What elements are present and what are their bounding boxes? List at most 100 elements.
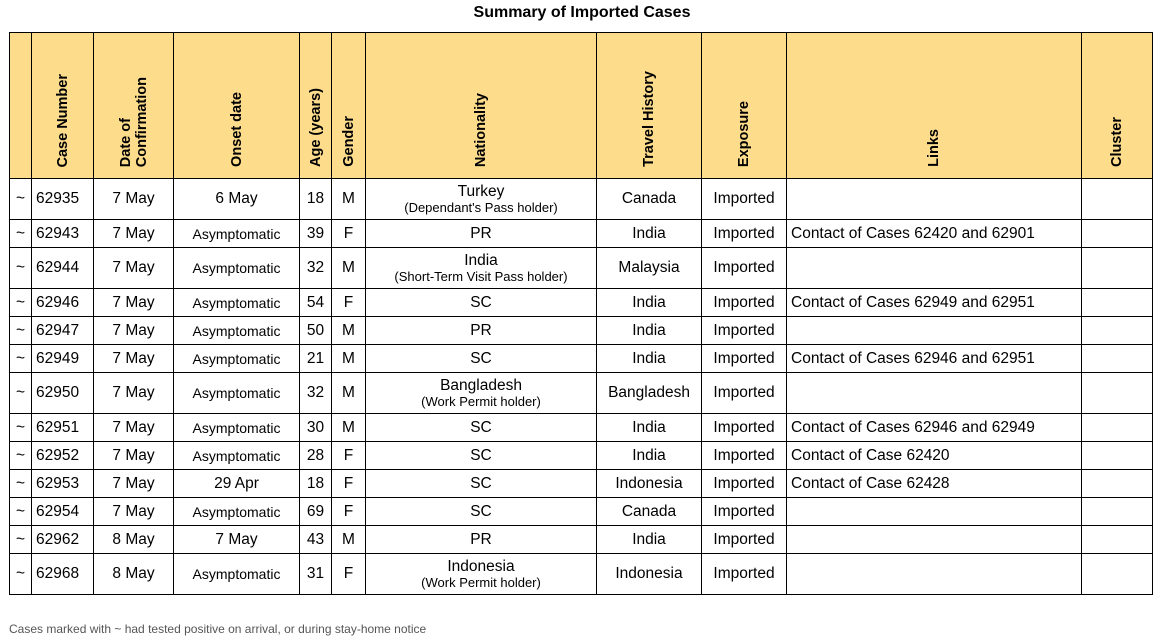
cluster-cell — [1081, 247, 1153, 289]
pass-type-text: (Work Permit holder) — [421, 393, 541, 409]
travel-history-cell: Malaysia — [596, 247, 702, 289]
nationality-cell: Bangladesh (Work Permit holder) — [365, 372, 597, 414]
marker-cell: ~ — [9, 288, 32, 317]
travel-history-cell: India — [596, 316, 702, 345]
exposure-cell: Imported — [701, 441, 787, 470]
gender-cell: M — [331, 525, 366, 554]
travel-history-cell: India — [596, 288, 702, 317]
exposure-cell: Imported — [701, 372, 787, 414]
cluster-cell — [1081, 413, 1153, 442]
cluster-cell — [1081, 344, 1153, 373]
page-title: Summary of Imported Cases — [473, 4, 691, 21]
travel-history-cell: India — [596, 525, 702, 554]
header-travel-history: Travel History — [596, 32, 702, 179]
case-number-cell: 62962 — [31, 525, 94, 554]
header-nationality: Nationality — [365, 32, 597, 179]
exposure-cell: Imported — [701, 178, 787, 220]
links-cell: Contact of Case 62428 — [786, 469, 1082, 498]
imported-cases-table: Case Number Date of Confirmation Onset d… — [9, 32, 1153, 595]
nationality-cell: SC — [365, 344, 597, 373]
confirmation-date-cell: 7 May — [93, 178, 174, 220]
table-row: ~62953 7 May 29 Apr 18 F SC Indonesia Imported C… — [9, 469, 1153, 498]
links-cell: Contact of Cases 62946 and 62949 — [786, 413, 1082, 442]
marker-cell: ~ — [9, 497, 32, 526]
table-row: ~62954 7 May Asymptomatic 69 F SC Canada Import… — [9, 497, 1153, 526]
pass-type-text: (Short-Term Visit Pass holder) — [394, 268, 568, 284]
links-cell — [786, 316, 1082, 345]
confirmation-date-cell: 7 May — [93, 497, 174, 526]
cluster-cell — [1081, 288, 1153, 317]
links-cell: Contact of Cases 62420 and 62901 — [786, 219, 1082, 248]
age-cell: 43 — [299, 525, 332, 554]
marker-cell: ~ — [9, 372, 32, 414]
travel-history-cell: Bangladesh — [596, 372, 702, 414]
exposure-cell: Imported — [701, 553, 787, 595]
case-number-cell: 62949 — [31, 344, 94, 373]
exposure-cell: Imported — [701, 316, 787, 345]
header-links: Links — [786, 32, 1082, 179]
gender-cell: F — [331, 441, 366, 470]
onset-date-cell: Asymptomatic — [173, 288, 300, 317]
header-exposure: Exposure — [701, 32, 787, 179]
confirmation-date-cell: 7 May — [93, 469, 174, 498]
confirmation-date-cell: 7 May — [93, 219, 174, 248]
age-cell: 32 — [299, 247, 332, 289]
onset-date-cell: Asymptomatic — [173, 553, 300, 595]
table-header-row: Case Number Date of Confirmation Onset d… — [9, 32, 1153, 179]
travel-history-cell: India — [596, 219, 702, 248]
table-row: ~62935 7 May 6 May 18 M Turkey (Dependant's Pa… — [9, 178, 1153, 220]
age-cell: 50 — [299, 316, 332, 345]
marker-cell: ~ — [9, 441, 32, 470]
age-cell: 31 — [299, 553, 332, 595]
case-number-cell: 62951 — [31, 413, 94, 442]
nationality-cell: SC — [365, 441, 597, 470]
table-row: ~62962 8 May 7 May 43 M PR India Imported — [9, 525, 1153, 554]
nationality-text: SC — [470, 293, 492, 311]
nationality-cell: SC — [365, 497, 597, 526]
cluster-cell — [1081, 178, 1153, 220]
gender-cell: F — [331, 497, 366, 526]
table-row: ~62950 7 May Asymptomatic 32 M Bangladesh (Wor… — [9, 372, 1153, 414]
exposure-cell: Imported — [701, 247, 787, 289]
nationality-text: India — [464, 251, 498, 269]
travel-history-cell: Canada — [596, 178, 702, 220]
travel-history-cell: Indonesia — [596, 553, 702, 595]
case-number-cell: 62950 — [31, 372, 94, 414]
travel-history-cell: India — [596, 413, 702, 442]
age-cell: 28 — [299, 441, 332, 470]
onset-date-cell: Asymptomatic — [173, 316, 300, 345]
onset-date-cell: 29 Apr — [173, 469, 300, 498]
table-row: ~62946 7 May Asymptomatic 54 F SC India Importe… — [9, 288, 1153, 317]
age-cell: 21 — [299, 344, 332, 373]
marker-cell: ~ — [9, 316, 32, 345]
onset-date-cell: Asymptomatic — [173, 247, 300, 289]
exposure-cell: Imported — [701, 288, 787, 317]
travel-history-cell: India — [596, 441, 702, 470]
nationality-text: Bangladesh — [440, 376, 522, 394]
confirmation-date-cell: 7 May — [93, 316, 174, 345]
nationality-text: Indonesia — [447, 557, 515, 575]
links-cell: Contact of Cases 62946 and 62951 — [786, 344, 1082, 373]
links-cell — [786, 497, 1082, 526]
case-number-cell: 62944 — [31, 247, 94, 289]
marker-cell: ~ — [9, 344, 32, 373]
links-cell — [786, 553, 1082, 595]
age-cell: 30 — [299, 413, 332, 442]
links-cell — [786, 525, 1082, 554]
confirmation-date-cell: 7 May — [93, 247, 174, 289]
confirmation-date-cell: 8 May — [93, 525, 174, 554]
cluster-cell — [1081, 469, 1153, 498]
age-cell: 39 — [299, 219, 332, 248]
nationality-cell: PR — [365, 219, 597, 248]
nationality-cell: Indonesia (Work Permit holder) — [365, 553, 597, 595]
case-number-cell: 62946 — [31, 288, 94, 317]
onset-date-cell: 6 May — [173, 178, 300, 220]
links-cell — [786, 247, 1082, 289]
nationality-text: SC — [470, 446, 492, 464]
header-date-of-confirmation: Date of Confirmation — [93, 32, 174, 179]
cluster-cell — [1081, 372, 1153, 414]
age-cell: 54 — [299, 288, 332, 317]
cluster-cell — [1081, 316, 1153, 345]
cluster-cell — [1081, 553, 1153, 595]
